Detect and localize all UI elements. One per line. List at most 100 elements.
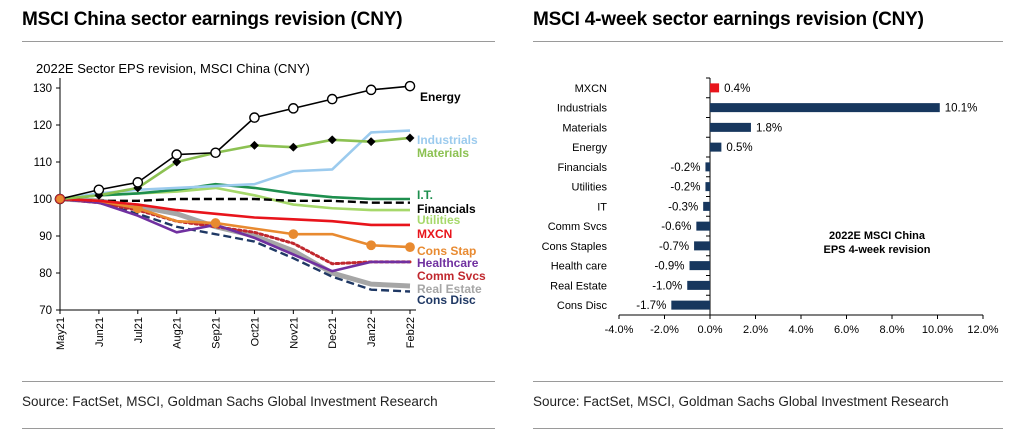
x-tick-label: Jun21 [94,317,106,347]
y-tick-label: 90 [39,231,52,243]
series-point-cons-stap [366,240,377,251]
x-tick-label: Sep21 [211,317,223,349]
y-tick-label: 130 [33,83,52,95]
left-bottom-rule-2 [22,428,495,429]
legend-label-materials: Materials [417,146,469,160]
series-start-point [54,193,66,205]
series-line-comm-svcs [58,197,412,266]
series-point-energy [249,112,260,123]
series-line-cons-stap [59,197,411,249]
category-label-industrials: Industrials [557,103,608,115]
right-bottom-rule-2 [533,428,1003,429]
left-source-note: Source: FactSet, MSCI, Goldman Sachs Glo… [22,394,438,409]
series-line-financials [59,197,410,204]
series-line-materials [59,136,411,201]
data-label-comm-svcs: -0.6% [661,221,691,233]
right-top-rule [533,41,1003,42]
series-point-energy [404,80,416,92]
series-point-materials [288,142,298,152]
y-tick-label: 120 [33,120,52,132]
x-tick-label: May21 [55,317,67,350]
left-top-rule [22,41,495,42]
legend-label-utilities: Utilities [417,213,461,227]
y-tick-label: 110 [34,157,52,169]
legend-label-cons-stap: Cons Stap [417,244,476,258]
category-label-energy: Energy [572,142,607,154]
series-point-cons-stap [288,229,299,240]
x-tick-label: -4.0% [605,324,634,336]
bar-industrials [710,103,940,113]
data-label-cons-disc: -1.7% [636,300,666,312]
x-tick-label: -2.0% [650,324,679,336]
series-point-materials [172,157,182,167]
data-label-health-care: -0.9% [654,261,684,273]
x-tick-label: Jul21 [133,317,145,343]
category-label-utilities: Utilities [572,182,608,194]
x-tick-label: Dec21 [327,317,339,349]
left-panel-title: MSCI China sector earnings revision (CNY… [22,9,403,30]
series-point-materials [405,133,415,143]
category-label-health-care: Health care [551,261,607,273]
legend-label-cons-disc: Cons Disc [417,293,476,307]
category-label-comm-svcs: Comm Svcs [548,221,608,233]
legend-label-real-estate: Real Estate [417,282,482,296]
bar-chart-title-line1: 2022E MSCI China [829,230,926,242]
right-bottom-rule-1 [533,381,1003,382]
bar-utilities [705,182,710,192]
series-line-healthcare [59,197,410,273]
right-source-note: Source: FactSet, MSCI, Goldman Sachs Glo… [533,394,949,409]
x-tick-label: Nov21 [288,317,300,349]
bar-cons-disc [671,300,710,310]
x-tick-label: Jan22 [366,317,378,347]
x-tick-label: Oct21 [249,317,261,346]
data-label-utilities: -0.2% [670,182,700,194]
bar-materials [710,122,751,132]
series-point-energy [171,149,182,160]
bar-chart-title-line2: EPS 4-week revision [824,244,931,256]
x-tick-label: Feb22 [405,317,417,348]
x-tick-label: Aug21 [172,317,184,349]
left-bottom-rule-1 [22,381,495,382]
bar-it [703,201,710,211]
x-tick-label: 4.0% [788,324,813,336]
data-label-it: -0.3% [668,201,698,213]
series-point-energy [210,147,221,159]
series-point-energy [326,93,338,105]
x-tick-label: 12.0% [967,324,998,336]
series-line-mxcn [59,197,410,227]
y-tick-label: 70 [39,305,52,317]
legend-label-healthcare: Healthcare [417,256,479,270]
legend-label-comm-svcs: Comm Svcs [417,269,486,283]
series-line-cons-disc [59,197,411,293]
right-panel-title: MSCI 4-week sector earnings revision (CN… [533,9,924,30]
data-label-industrials: 10.1% [945,103,978,115]
category-label-it: IT [597,201,607,213]
x-tick-label: 2.0% [743,324,768,336]
category-label-financials: Financials [557,162,607,174]
series-point-cons-stap [210,218,221,228]
legend-label-industrials: Industrials [417,133,478,147]
x-tick-label: 0.0% [697,324,722,336]
data-label-materials: 1.8% [756,122,782,134]
bar-health-care [689,261,710,271]
data-label-real-estate: -1.0% [652,280,682,292]
series-point-materials [249,140,259,150]
legend-label-mxcn: MXCN [417,227,452,241]
data-label-cons-staples: -0.7% [659,241,689,253]
category-label-cons-staples: Cons Staples [542,241,608,253]
y-tick-label: 100 [33,194,52,206]
data-label-mxcn: 0.4% [724,83,750,95]
category-label-mxcn: MXCN [575,83,607,95]
data-label-financials: -0.2% [670,162,700,174]
bar-comm-svcs [696,221,710,231]
line-chart: 2022E Sector EPS revision, MSCI China (C… [33,61,486,350]
x-tick-label: 6.0% [834,324,859,336]
x-tick-label: 10.0% [922,324,953,336]
series-line-energy [59,85,411,200]
legend-label-financials: Financials [417,202,476,216]
bar-mxcn [710,83,720,93]
bar-real-estate [687,280,710,290]
series-point-cons-stap [405,242,415,253]
bar-energy [710,142,722,152]
series-point-energy [288,103,299,114]
